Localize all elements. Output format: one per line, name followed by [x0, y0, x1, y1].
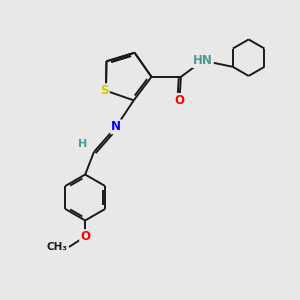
Text: O: O — [174, 94, 184, 107]
Text: HN: HN — [193, 54, 213, 67]
Text: O: O — [80, 230, 90, 243]
Text: N: N — [111, 120, 121, 133]
Text: S: S — [100, 84, 109, 97]
Text: CH₃: CH₃ — [46, 242, 68, 252]
Text: H: H — [78, 140, 87, 149]
